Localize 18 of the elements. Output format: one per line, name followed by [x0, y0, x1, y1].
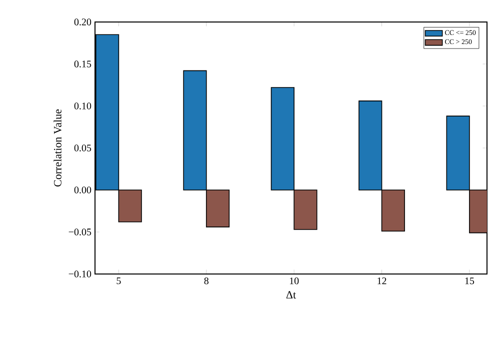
y-axis-title: Correlation Value: [54, 109, 62, 186]
x-tick-label: 5: [116, 278, 121, 284]
x-axis-title: Δt: [286, 291, 296, 299]
bar: [381, 190, 405, 232]
y-tick-label: 0.20: [74, 18, 92, 26]
y-tick-label: 0.05: [74, 144, 92, 152]
y-tick-label: 0.10: [74, 102, 92, 110]
bar: [206, 190, 230, 228]
y-tick-label: −0.05: [68, 228, 92, 236]
bar: [294, 190, 318, 230]
x-tick-label: 8: [204, 278, 208, 284]
x-tick-label: 15: [465, 278, 474, 284]
y-tick-label: −0.10: [68, 270, 92, 278]
x-tick-label: 10: [290, 278, 299, 284]
y-tick-label: 0.00: [74, 186, 92, 194]
y-tick-label: 0.15: [74, 60, 92, 68]
x-tick-label: 12: [378, 278, 386, 284]
bar: [118, 190, 142, 222]
